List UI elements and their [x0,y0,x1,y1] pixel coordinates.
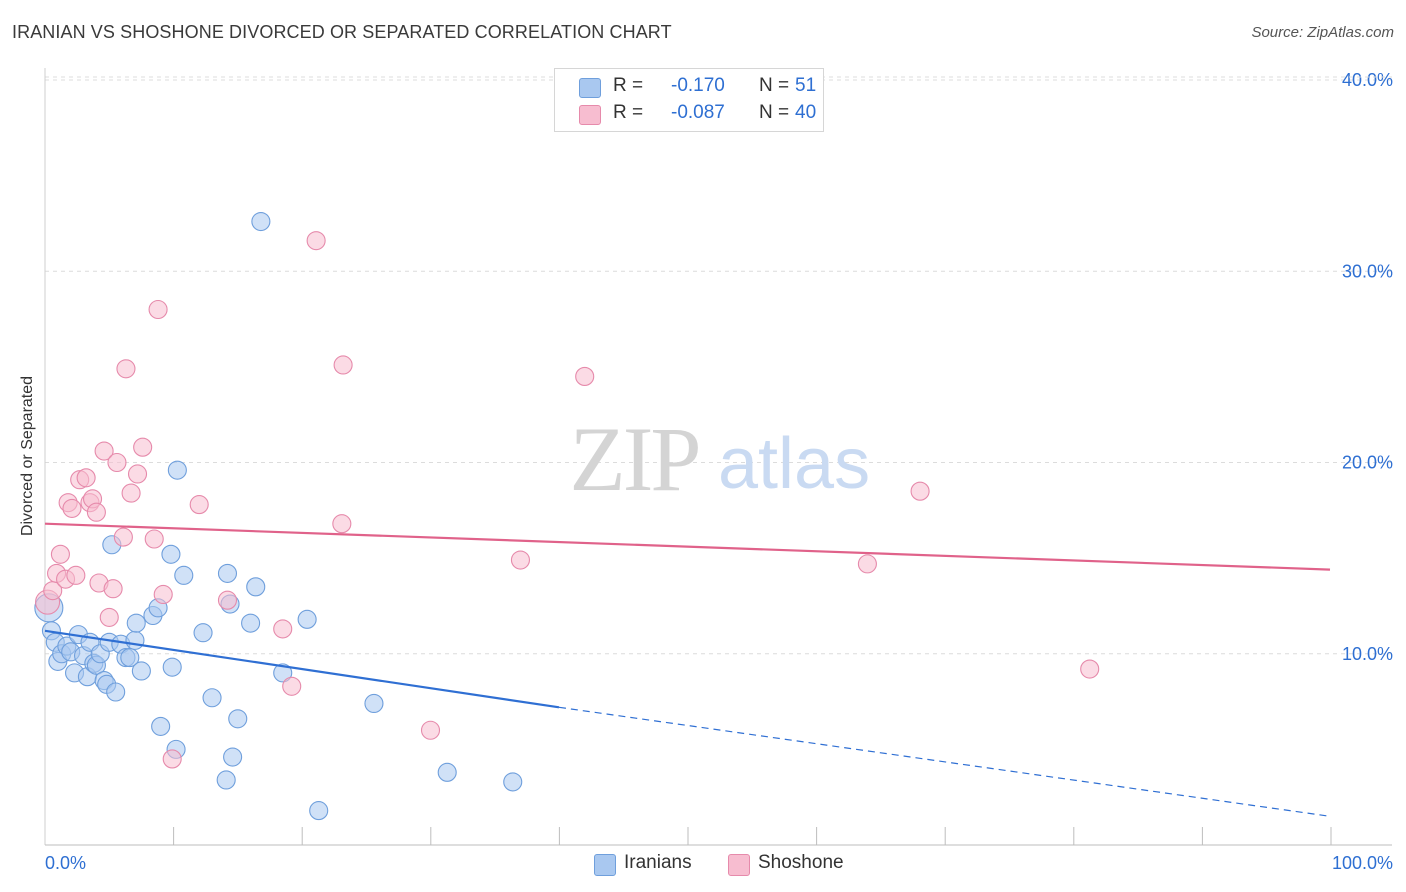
iranians-point [228,709,248,729]
iranians-point [216,770,236,790]
iranians-point [251,211,271,232]
iranians-point [167,460,187,480]
x-tick-label: 0.0% [45,853,86,873]
legend-swatch-iranians [579,78,601,98]
shoshone-point [127,464,148,484]
shoshone-trend-line [44,522,1331,571]
shoshone-point [857,554,877,574]
shoshone-point [66,565,86,585]
iranians-point [202,688,222,708]
y-tick-label: 10.0% [1342,644,1393,664]
shoshone-point [94,441,114,461]
iranians-point [151,716,171,736]
shoshone-point [103,579,123,599]
iranians-point [309,801,329,821]
iranians-point [503,772,523,792]
y-tick-label: 30.0% [1342,261,1393,281]
shoshone-point [62,498,82,518]
legend-n-value: 51 [795,75,817,96]
iranians-point [125,630,145,650]
legend-swatch-shoshone [579,105,601,125]
iranians-trend-extension [558,706,1331,817]
iranians-point [120,648,140,668]
shoshone-point [420,720,441,740]
shoshone-point [153,584,173,605]
shoshone-point [510,550,531,570]
source-label: Source: ZipAtlas.com [1251,24,1394,41]
iranians-point [193,623,213,643]
shoshone-point [1080,659,1100,679]
shoshone-point [217,590,238,610]
shoshone-point [116,359,136,379]
iranians-point [106,682,126,702]
iranians-trend-line [44,629,560,709]
iranians-point [241,613,261,633]
legend-label-iranians: Iranians [624,852,692,873]
shoshone-point [133,437,153,457]
iranians-point [162,657,182,677]
legend-n-value: 40 [795,102,817,123]
shoshone-point [148,299,168,320]
shoshone-point [86,502,106,522]
shoshone-point [306,231,326,251]
legend-r-value: -0.170 [671,75,725,96]
iranians-point [131,661,151,681]
shoshone-point [273,619,293,639]
shoshone-point [144,529,164,549]
legend-n-label: N = [759,75,790,96]
iranians-point [217,563,238,583]
legend-r-label: R = [613,75,644,96]
shoshone-point [910,481,930,501]
shoshone-point [99,607,119,627]
shoshone-point [575,366,595,386]
legend-swatch-iranians [594,854,616,876]
iranians-point [437,762,457,782]
legend-swatch-shoshone [728,854,750,876]
x-tick-label: 100.0% [1332,853,1393,873]
iranians-point [246,577,266,597]
iranians-point [273,663,293,683]
shoshone-point [332,514,352,534]
iranians-point [174,565,194,585]
shoshone-point [282,676,302,696]
watermark-atlas: atlas [718,424,870,504]
legend-r-value: -0.087 [671,102,725,123]
shoshone-point [121,483,141,503]
iranians-point [297,609,317,629]
iranians-point [161,544,181,564]
stats-legend: R = -0.170 N = 51 R = -0.087 N = 40 [554,68,824,132]
shoshone-point [107,452,127,473]
shoshone-point [333,355,353,375]
shoshone-point [50,544,70,564]
legend-r-label: R = [613,102,644,123]
shoshone-point [113,527,133,547]
iranians-point [126,613,146,633]
chart-title: IRANIAN VS SHOSHONE DIVORCED OR SEPARATE… [12,22,672,42]
watermark-zip: ZIP [570,408,699,510]
y-tick-label: 40.0% [1342,70,1393,90]
legend-n-label: N = [759,102,790,123]
shoshone-point [189,495,209,515]
iranians-point [364,693,384,714]
iranians-point [223,747,243,767]
shoshone-point [162,749,182,769]
y-tick-label: 20.0% [1342,453,1393,473]
shoshone-point [76,468,96,488]
legend-label-shoshone: Shoshone [758,852,844,873]
